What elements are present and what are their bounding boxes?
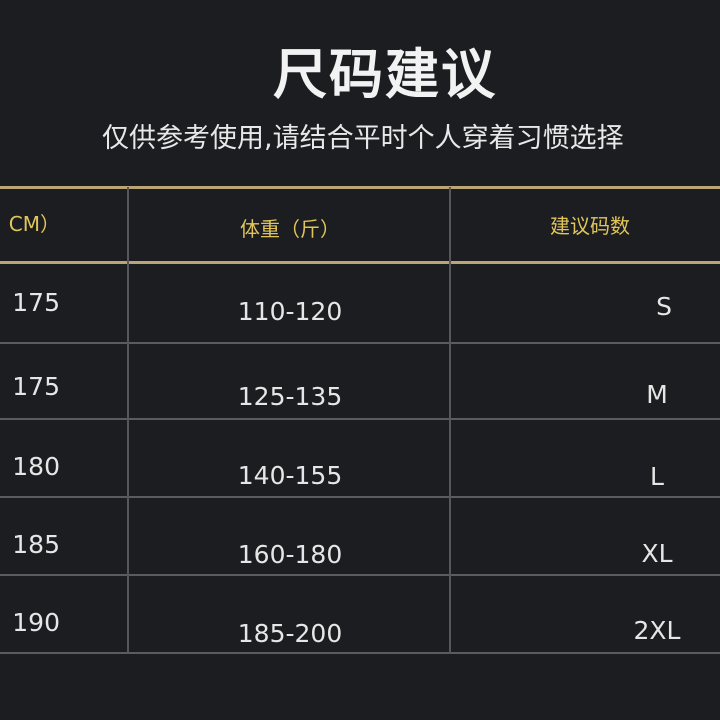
size-cell: M xyxy=(646,380,668,409)
weight-cell: 140-155 xyxy=(237,461,343,490)
header-weight: 体重（斤） xyxy=(240,217,340,241)
table-top-rule xyxy=(0,186,720,189)
page-title: 尺码建议 xyxy=(273,43,497,106)
height-cell: 185 xyxy=(12,530,60,559)
row-divider xyxy=(0,574,720,576)
header-rule xyxy=(0,261,720,264)
size-cell: S xyxy=(656,292,672,321)
row-divider xyxy=(0,652,720,654)
column-divider xyxy=(127,187,129,654)
row-divider xyxy=(0,418,720,420)
header-height: CM） xyxy=(8,212,60,236)
row-divider xyxy=(0,342,720,344)
header-size: 建议码数 xyxy=(550,214,630,238)
size-cell: 2XL xyxy=(633,616,681,645)
subtitle: 仅供参考使用,请结合平时个人穿着习惯选择 xyxy=(102,123,624,154)
height-cell: 175 xyxy=(12,372,60,401)
weight-cell: 125-135 xyxy=(237,382,343,411)
weight-cell: 160-180 xyxy=(237,540,343,569)
size-cell: L xyxy=(650,462,664,491)
column-divider xyxy=(449,187,451,654)
row-divider xyxy=(0,496,720,498)
height-cell: 175 xyxy=(12,288,60,317)
weight-cell: 110-120 xyxy=(237,297,343,326)
size-cell: XL xyxy=(641,539,673,568)
height-cell: 180 xyxy=(12,452,60,481)
weight-cell: 185-200 xyxy=(237,619,343,648)
height-cell: 190 xyxy=(12,608,60,637)
